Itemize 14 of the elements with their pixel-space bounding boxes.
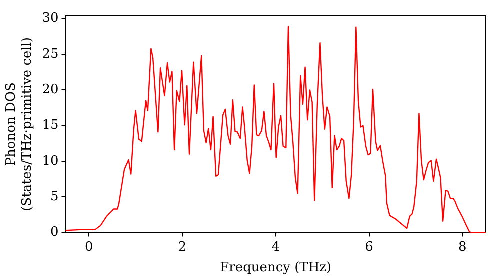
y-tick-label: 20 (42, 82, 59, 98)
y-tick-label: 25 (42, 46, 59, 62)
x-tick-label: 6 (365, 240, 374, 255)
y-tick-label: 5 (50, 190, 59, 205)
y-tick-label: 0 (50, 225, 59, 240)
y-tick-label: 30 (42, 11, 59, 26)
y-tick-label: 10 (42, 154, 59, 169)
x-tick-label: 2 (178, 240, 187, 255)
x-tick-label: 0 (84, 240, 94, 255)
x-tick-label: 8 (458, 240, 467, 255)
x-axis-title: Frequency (THz) (220, 260, 332, 276)
y-axis-title: Phonon DOS (States/THz·primitive cell) (4, 37, 35, 212)
x-tick-label: 4 (272, 240, 280, 255)
y-tick-label: 15 (42, 118, 59, 134)
